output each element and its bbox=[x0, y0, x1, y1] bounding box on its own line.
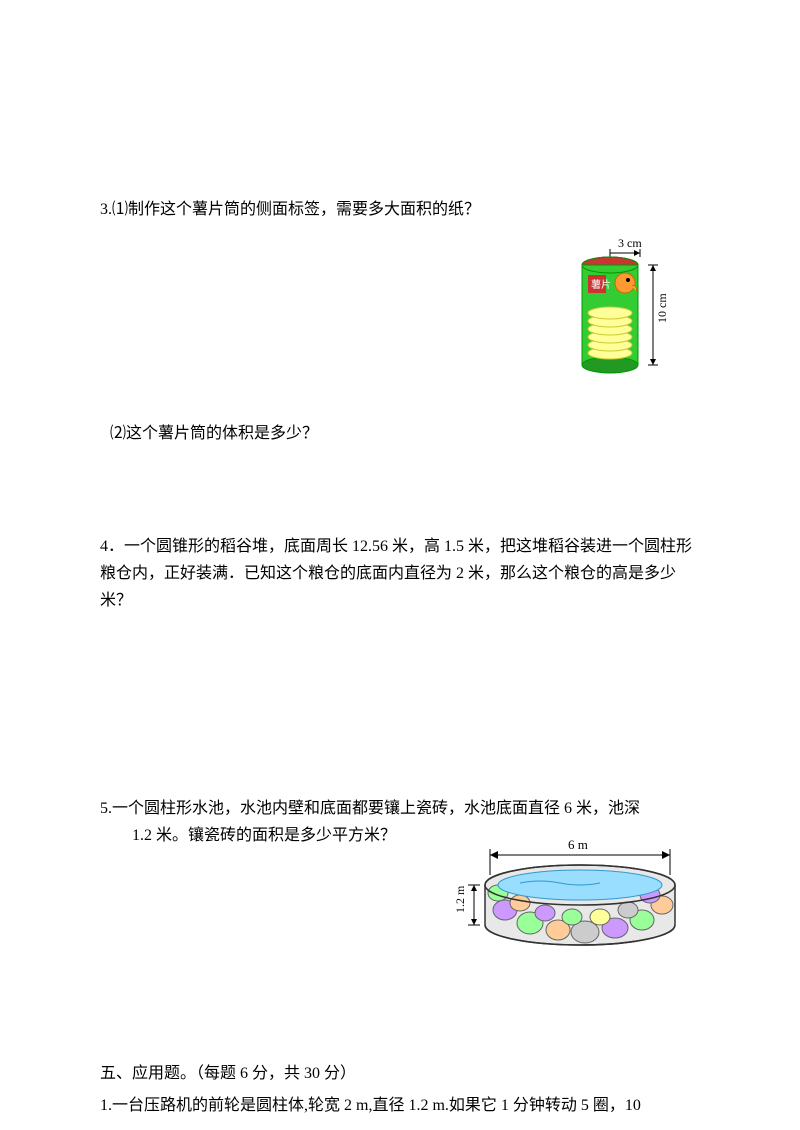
diameter-label: 6 m bbox=[568, 837, 588, 852]
question-4: 4．一个圆锥形的稻谷堆，底面周长 12.56 米，高 1.5 米，把这堆稻谷装进… bbox=[100, 533, 700, 615]
radius-label: 3 cm bbox=[618, 236, 642, 250]
height-label: 10 cm bbox=[655, 293, 669, 323]
svg-text:薯片: 薯片 bbox=[591, 278, 611, 291]
question-3-part1: 3.⑴制作这个薯片筒的侧面标签，需要多大面积的纸？ bbox=[100, 195, 700, 219]
question-5-line1: 5.一个圆柱形水池，水池内壁和底面都要镶上瓷砖，水池底面直径 6 米，池深 bbox=[100, 795, 700, 822]
question-3: 3.⑴制作这个薯片筒的侧面标签，需要多大面积的纸？ 3 cm 薯片 bbox=[100, 195, 700, 443]
section-5: 五、应用题。（每题 6 分，共 30 分） 1.一台压路机的前轮是圆柱体,轮宽 … bbox=[100, 1059, 700, 1115]
section-5-q1: 1.一台压路机的前轮是圆柱体,轮宽 2 m,直径 1.2 m.如果它 1 分钟转… bbox=[100, 1091, 700, 1115]
question-3-part2: ⑵这个薯片筒的体积是多少？ bbox=[100, 419, 700, 443]
question-5: 5.一个圆柱形水池，水池内壁和底面都要镶上瓷砖，水池底面直径 6 米，池深 1.… bbox=[100, 795, 700, 849]
pool-figure: 6 m bbox=[430, 835, 690, 955]
chips-can-figure: 3 cm 薯片 bbox=[570, 235, 690, 385]
section-5-title: 五、应用题。（每题 6 分，共 30 分） bbox=[100, 1059, 700, 1083]
pool-height-label: 1.2 m bbox=[453, 885, 467, 913]
